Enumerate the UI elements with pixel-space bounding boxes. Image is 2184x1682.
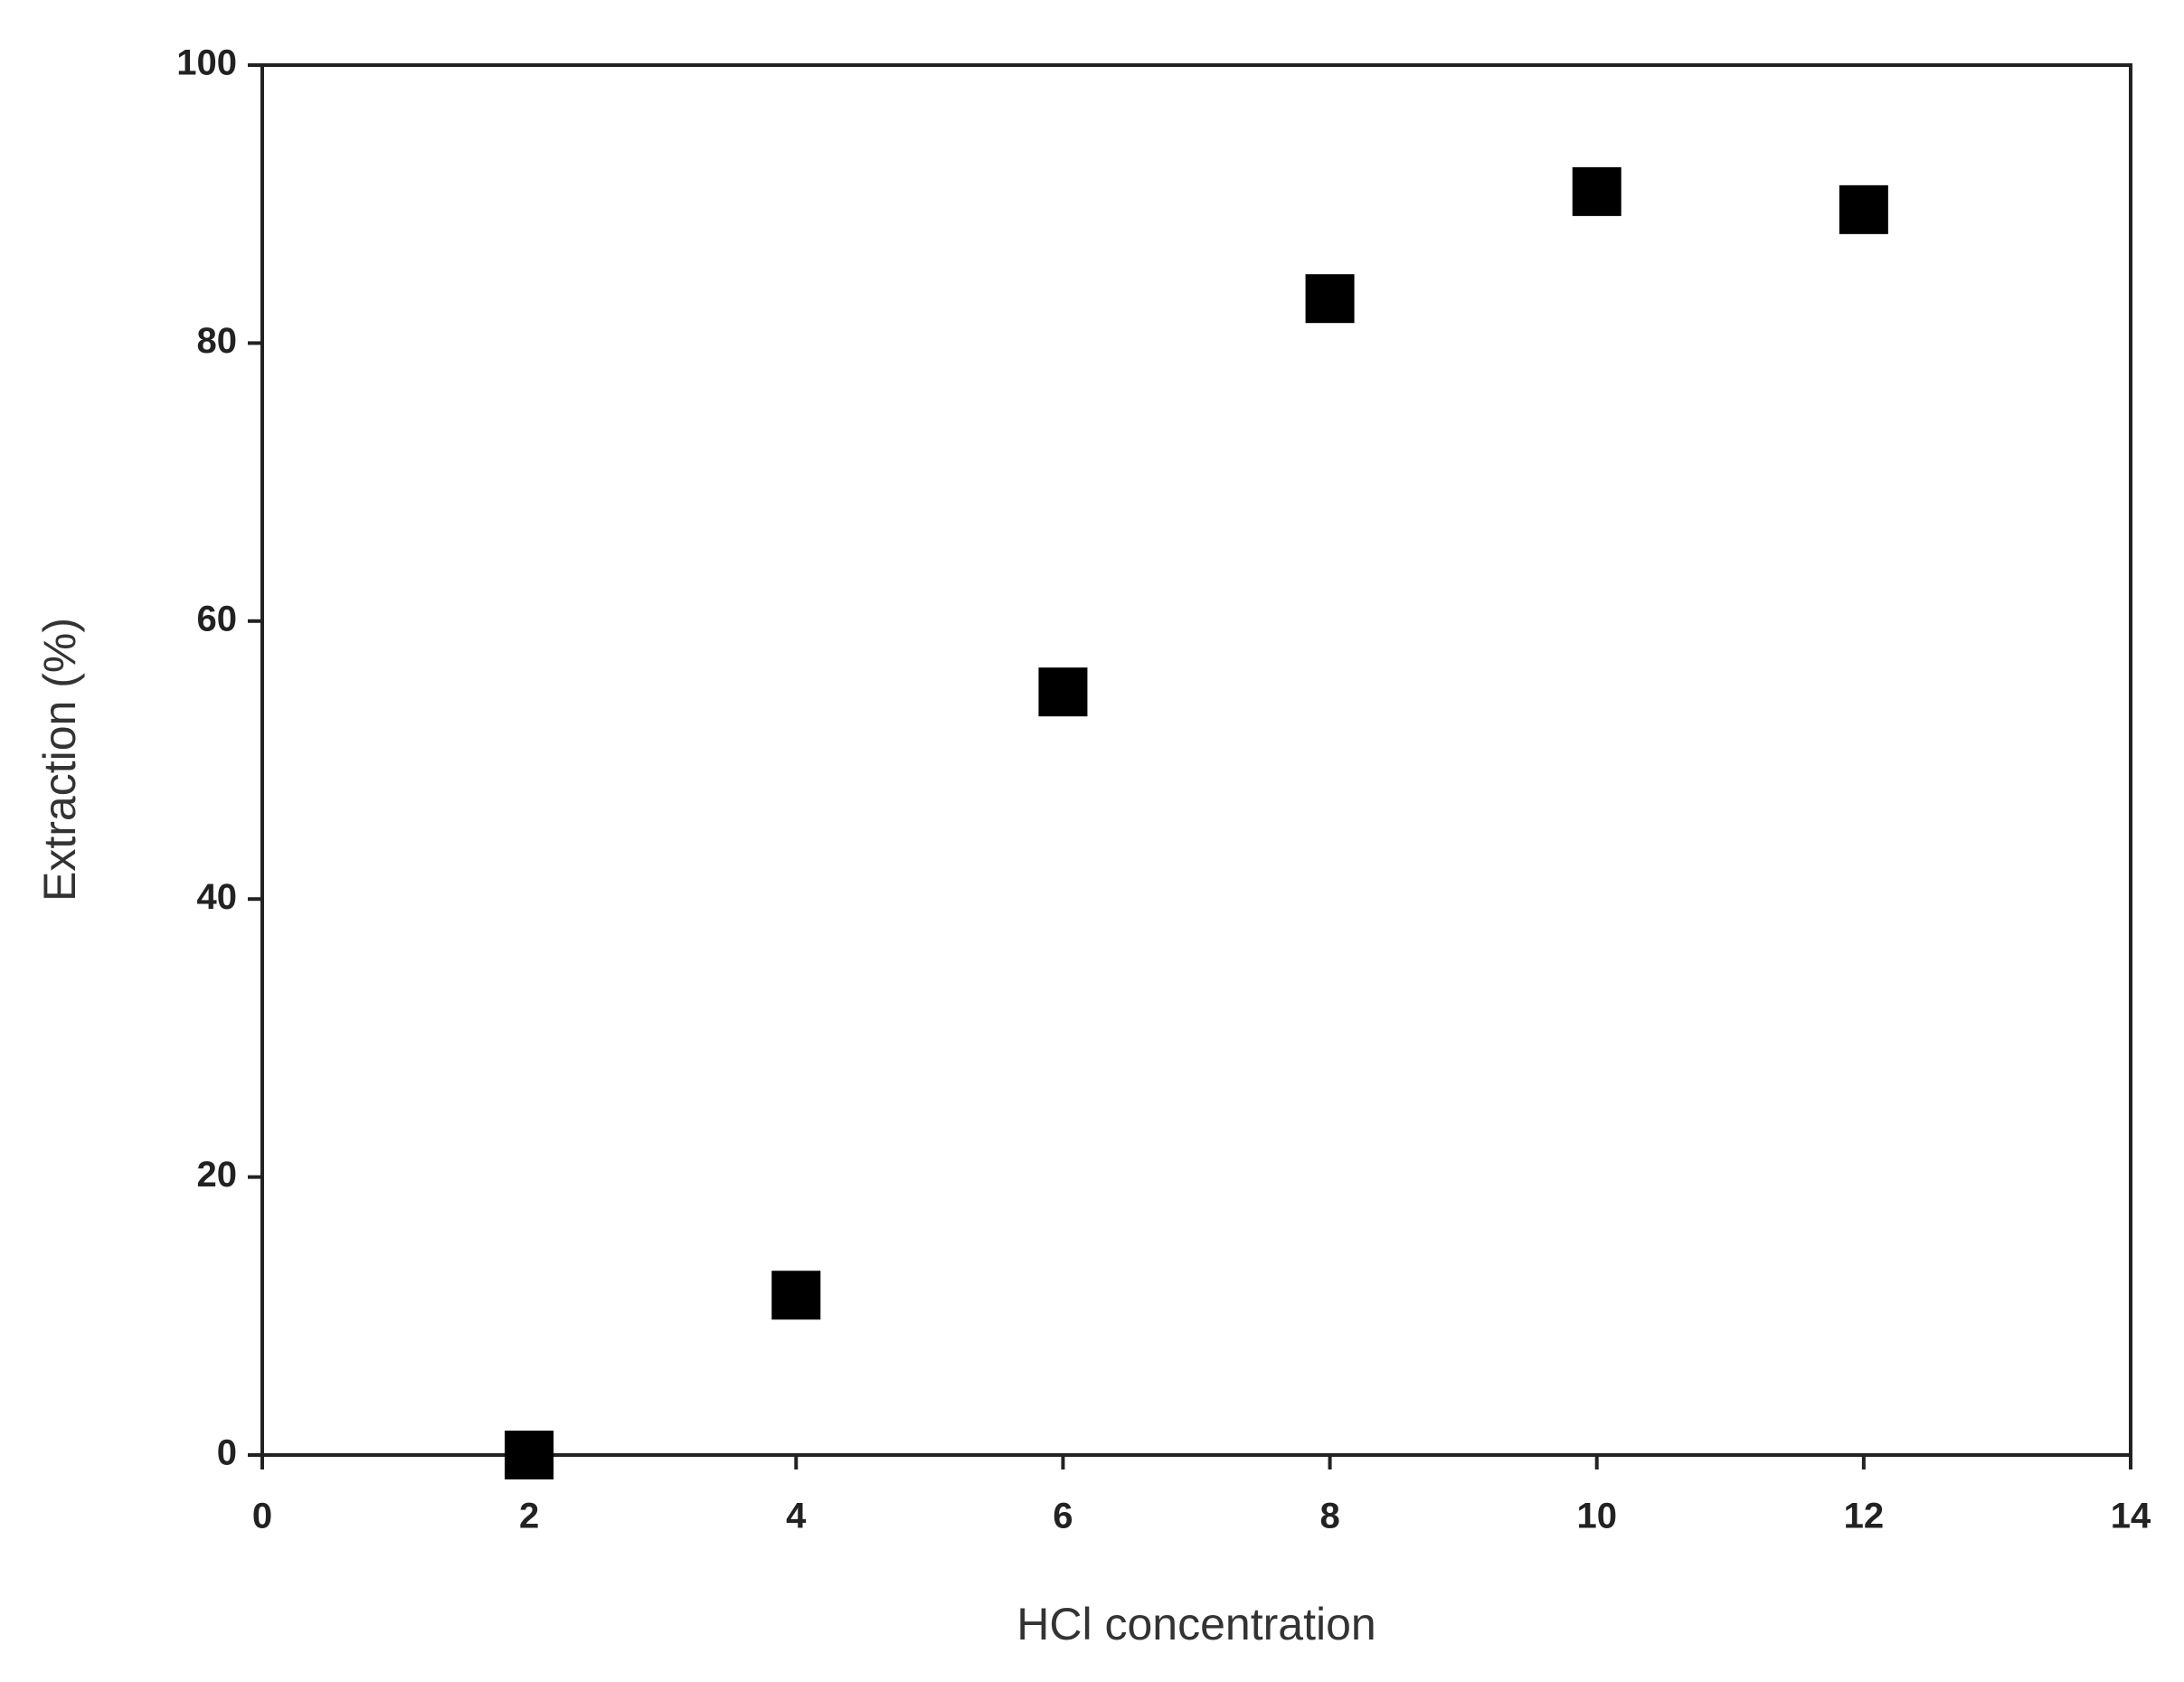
plot-frame	[260, 63, 2132, 1457]
x-tick-label: 14	[2111, 1497, 2151, 1536]
y-tick-label: 40	[197, 877, 238, 917]
y-tick-label: 20	[197, 1155, 238, 1195]
x-axis-title: HCl concentration	[1016, 1599, 1376, 1649]
x-tick-label: 12	[1844, 1497, 1885, 1536]
x-tick-label: 6	[1053, 1497, 1073, 1536]
marker	[771, 1271, 821, 1320]
x-tick-label: 2	[519, 1497, 539, 1536]
x-tick-label: 0	[252, 1497, 272, 1536]
marker	[1038, 667, 1088, 717]
x-tick-label: 8	[1319, 1497, 1339, 1536]
marker	[1839, 184, 1888, 234]
x-tick-label: 10	[1576, 1497, 1617, 1536]
marker	[1305, 274, 1355, 324]
y-tick-label: 60	[197, 599, 238, 638]
marker	[1572, 166, 1621, 216]
x-tick-label: 4	[786, 1497, 807, 1536]
y-axis-title: Extraction (%)	[34, 618, 85, 902]
y-tick-label: 100	[176, 43, 237, 83]
y-tick-label: 80	[197, 321, 238, 361]
y-tick-label: 0	[217, 1433, 237, 1473]
marker	[505, 1431, 554, 1479]
